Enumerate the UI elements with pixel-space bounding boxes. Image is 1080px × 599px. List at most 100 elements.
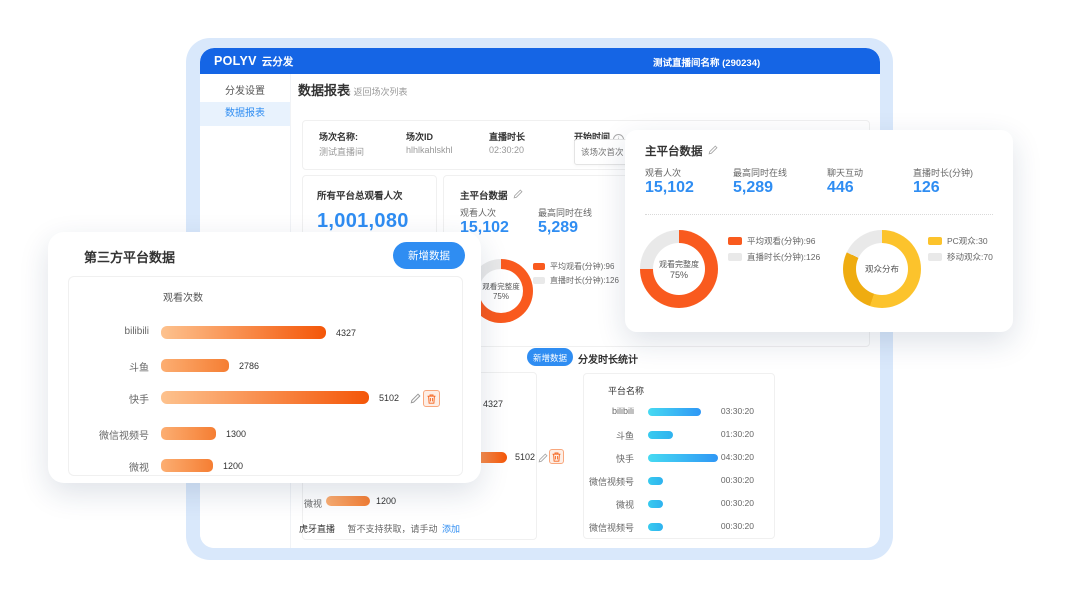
- add-data-button[interactable]: 新增数据: [527, 348, 573, 366]
- bg-bar-value-4327: 4327: [483, 399, 504, 409]
- bar-row-bar: [161, 359, 229, 372]
- duration-row-label: bilibili: [611, 406, 634, 416]
- bar-row-bar: [161, 427, 216, 440]
- back-arrow-icon: ‹: [348, 87, 351, 97]
- chat-interaction-value: 446: [827, 179, 854, 196]
- edit-icon[interactable]: [708, 142, 718, 160]
- duration-row-bar: [648, 431, 673, 439]
- back-to-sessions-link[interactable]: ‹ 返回场次列表: [348, 87, 408, 97]
- page-title: 数据报表: [298, 83, 351, 98]
- duration-row-value: 00:30:20: [720, 475, 754, 485]
- live-duration-label: 直播时长: [489, 132, 526, 142]
- views-count-value: 15,102: [460, 219, 509, 236]
- duration-row-value: 00:30:20: [720, 521, 754, 531]
- peak-online-value: 5,289: [733, 179, 774, 196]
- legend-avg-watch: 平均观看(分钟):96: [728, 235, 815, 247]
- legend-live-duration: 直播时长(分钟):126: [533, 275, 619, 286]
- bar-row-value: 4327: [336, 328, 357, 338]
- bg-weishi-label: 微视: [303, 499, 322, 509]
- divider: [645, 214, 993, 215]
- huya-note: 暂不支持获取，请手动: [347, 524, 438, 534]
- chat-interaction-label: 聊天互动: [827, 168, 864, 178]
- bg-delete-icon[interactable]: [549, 449, 564, 464]
- sidebar-item-distribution-settings[interactable]: 分发设置: [225, 86, 265, 97]
- duration-row-bar: [648, 500, 663, 508]
- bg-bar-kuaishou: [455, 452, 507, 463]
- duration-row-bar: [648, 408, 701, 416]
- bar-row-bar: [161, 391, 369, 404]
- huya-add-link[interactable]: 添加: [441, 524, 460, 534]
- third-party-card-title: 第三方平台数据: [84, 250, 176, 265]
- views-count-value: 15,102: [645, 179, 694, 196]
- completion-donut-label: 观看完整度: [659, 259, 699, 269]
- bg-weishi-value: 1200: [376, 496, 397, 506]
- main-platform-card-title-row: 主平台数据: [645, 142, 718, 160]
- bar-row-bar: [161, 459, 213, 472]
- duration-row-value: 00:30:20: [720, 498, 754, 508]
- bar-row-bar: [161, 326, 326, 339]
- session-name-label: 场次名称:: [319, 132, 358, 142]
- legend-mobile-audience: 移动观众:70: [928, 251, 993, 263]
- window-title: 测试直播间名称 (290234): [653, 58, 761, 69]
- bar-row-label: bilibili: [124, 326, 149, 337]
- bar-row-value: 5102: [379, 393, 400, 403]
- total-views-value: 1,001,080: [317, 210, 409, 232]
- duration-row-bar: [648, 454, 718, 462]
- bar-row-label: 微视: [129, 463, 149, 474]
- live-minutes-value: 126: [913, 179, 940, 196]
- audience-donut-chart: 观众分布: [843, 230, 921, 308]
- add-data-button[interactable]: 新增数据: [393, 242, 465, 269]
- duration-row-bar: [648, 523, 663, 531]
- bar-row-value: 1200: [223, 461, 244, 471]
- bar-row-label: 微信视频号: [99, 431, 149, 442]
- live-duration-value: 02:30:20: [489, 145, 525, 155]
- main-platform-title-row: 主平台数据: [460, 186, 523, 204]
- audience-donut-label: 观众分布: [864, 264, 899, 274]
- legend-avg-watch: 平均观看(分钟):96: [533, 261, 614, 272]
- bg-edit-icon[interactable]: [538, 450, 548, 468]
- legend-live-duration: 直播时长(分钟):126: [728, 251, 820, 263]
- duration-row-label: 微信视频号: [588, 477, 634, 487]
- edit-row-icon[interactable]: [410, 391, 421, 409]
- views-chart-inner-panel: 观看次数 bilibili 4327 斗鱼 2786 快手 5102 微信视频号…: [68, 276, 463, 476]
- edit-icon[interactable]: [513, 186, 523, 204]
- duration-row-value: 04:30:20: [720, 452, 754, 462]
- bg-bar-value-5102: 5102: [515, 452, 536, 462]
- duration-panel: 平台名称 bilibili 03:30:20 斗鱼 01:30:20 快手 04…: [583, 373, 775, 539]
- brand-suffix: 云分发: [261, 55, 294, 68]
- bar-row-label: 斗鱼: [129, 363, 149, 374]
- bar-row-label: 快手: [129, 395, 149, 406]
- duration-section-title: 分发时长统计: [578, 355, 638, 366]
- views-column-header: 观看次数: [163, 293, 203, 304]
- duration-row-label: 微视: [615, 500, 634, 510]
- completion-donut-percent: 75%: [492, 292, 509, 301]
- brand-name: POLYV: [214, 54, 257, 68]
- views-count-label: 观看人次: [645, 168, 682, 178]
- brand-logo: POLYV 云分发: [214, 48, 293, 74]
- duration-row-label: 斗鱼: [615, 431, 634, 441]
- peak-online-label: 最高同时在线: [733, 168, 788, 178]
- session-id-value: hlhlkahlskhl: [406, 145, 453, 155]
- huya-label: 虎牙直播: [299, 524, 336, 534]
- third-party-data-card: 第三方平台数据 新增数据 观看次数 bilibili 4327 斗鱼 2786 …: [48, 232, 481, 483]
- completion-donut-chart: 观看完整度 75%: [640, 230, 718, 308]
- sidebar-item-data-report[interactable]: 数据报表: [200, 102, 290, 126]
- bar-row-value: 1300: [226, 429, 247, 439]
- titlebar: POLYV 云分发 测试直播间名称 (290234): [200, 48, 880, 74]
- duration-row-bar: [648, 477, 663, 485]
- legend-pc-audience: PC观众:30: [928, 235, 988, 247]
- completion-donut-label: 观看完整度: [482, 282, 520, 291]
- delete-row-icon[interactable]: [423, 390, 440, 407]
- completion-donut-percent: 75%: [669, 269, 688, 280]
- bg-weishi-bar: [326, 496, 370, 506]
- session-id-label: 场次ID: [406, 132, 434, 142]
- bar-row-value: 2786: [239, 361, 260, 371]
- huya-row: 虎牙直播 暂不支持获取，请手动 添加: [299, 519, 460, 537]
- views-count-label: 观看人次: [460, 208, 497, 218]
- live-minutes-label: 直播时长(分钟): [913, 168, 973, 178]
- session-name-value: 测试直播间: [319, 147, 365, 157]
- total-views-title: 所有平台总观看人次: [317, 191, 403, 202]
- duration-row-value: 03:30:20: [720, 406, 754, 416]
- peak-online-label: 最高同时在线: [538, 208, 593, 218]
- duration-row-value: 01:30:20: [720, 429, 754, 439]
